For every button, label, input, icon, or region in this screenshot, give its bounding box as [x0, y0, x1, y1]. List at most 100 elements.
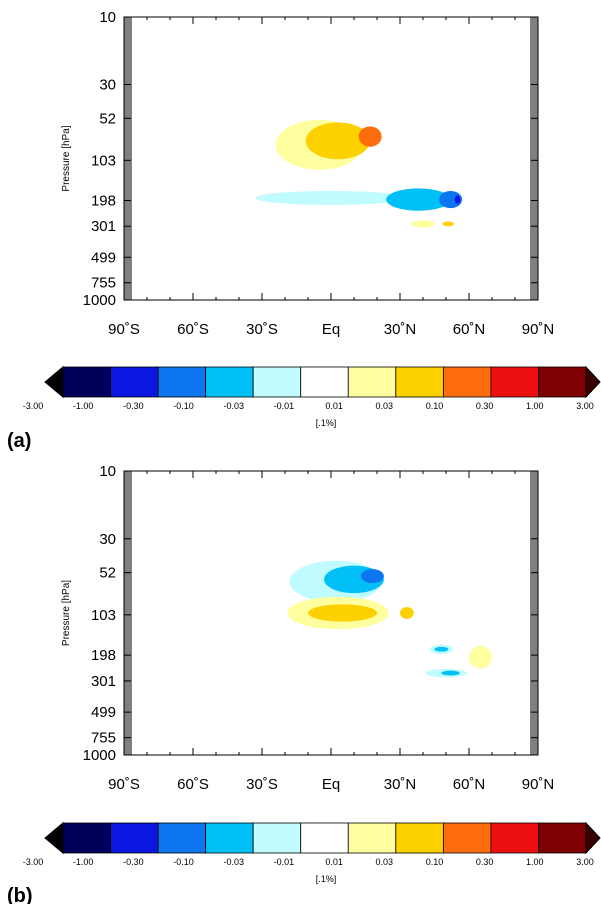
masked-region-north [530, 471, 538, 755]
colorbar-tick-label: 3.00 [576, 401, 594, 411]
x-tick-label: Eq [322, 321, 340, 338]
colorbar-tick-label: 0.30 [476, 401, 494, 411]
y-tick-label: 499 [91, 704, 116, 721]
colorbar-tick-label: -0.03 [223, 857, 244, 867]
y-tick-label: 30 [99, 77, 116, 94]
x-tick-label: 90˚N [522, 776, 555, 793]
colorbar-tick-label: -1.00 [73, 401, 94, 411]
colorbar-swatch-8 [442, 366, 492, 398]
y-tick-label: 103 [91, 152, 116, 169]
colorbar-swatch-3 [205, 822, 254, 854]
y-tick-label: 1000 [83, 292, 116, 309]
colorbar-tick-label: 0.03 [376, 857, 394, 867]
colorbar-swatch-4 [252, 366, 302, 398]
panel-b: 90˚S 60˚S 30˚S Eq 30˚N 60˚N 90˚N 10 30 52 103 198 30… [7, 463, 554, 904]
colorbar-swatch-1 [110, 822, 159, 854]
x-tick-label: 90˚S [108, 776, 140, 793]
colorbar-swatch-4 [252, 822, 302, 854]
colorbar-swatch-3 [205, 366, 254, 398]
y-tick-label: 30 [99, 531, 116, 548]
masked-region-south [124, 17, 132, 300]
x-tick-label: 30˚S [246, 776, 278, 793]
colorbar-tick-label: 0.30 [476, 857, 494, 867]
colorbar-tick-label: -0.10 [173, 857, 194, 867]
colorbar-over-arrow [585, 365, 601, 399]
colorbar-tick-label: -1.00 [73, 857, 94, 867]
colorbar-units-label: [.1%] [316, 874, 337, 884]
contour-feature-2 [358, 126, 382, 147]
colorbar-swatch-7 [395, 822, 444, 854]
colorbar-tick-label: -0.30 [123, 401, 144, 411]
colorbar-swatch-6 [347, 822, 397, 854]
panel-label: (a) [7, 430, 31, 452]
colorbar-tick-label: -3.00 [23, 857, 44, 867]
x-tick-label: 30˚N [384, 321, 417, 338]
colorbar-over-arrow [585, 821, 601, 855]
x-tick-label: Eq [322, 776, 340, 793]
y-tick-label: 52 [99, 110, 116, 127]
x-tick-label: 60˚S [177, 776, 209, 793]
colorbar-swatch-6 [347, 366, 397, 398]
colorbar-tick-label: 0.01 [325, 857, 343, 867]
colorbar-swatch-10 [538, 366, 587, 398]
colorbar-tick-label: -0.01 [274, 401, 295, 411]
y-tick-label: 755 [91, 275, 116, 292]
contour-feature-6 [454, 195, 461, 204]
colorbar-swatch-10 [538, 822, 587, 854]
colorbar-tick-label: -3.00 [23, 401, 44, 411]
contour-feature-7 [411, 220, 435, 228]
y-axis-label: Pressure [hPa] [61, 580, 72, 646]
colorbar-swatch-9 [490, 822, 539, 854]
y-tick-label: 103 [91, 607, 116, 624]
y-tick-label: 10 [99, 463, 116, 480]
y-tick-label: 1000 [83, 747, 116, 764]
x-tick-label: 60˚N [453, 776, 486, 793]
y-axis-label: Pressure [hPa] [61, 125, 72, 191]
x-tick-label: 30˚S [246, 321, 278, 338]
contour-feature-5 [400, 607, 414, 619]
y-tick-label: 10 [99, 9, 116, 26]
colorbar-tick-label: -0.01 [274, 857, 295, 867]
contour-feature-1 [305, 122, 371, 160]
colorbar-tick-label: 0.03 [376, 401, 394, 411]
colorbar-swatch-8 [442, 822, 492, 854]
colorbar-swatch-9 [490, 366, 539, 398]
x-tick-label: 30˚N [384, 776, 417, 793]
colorbar-swatch-5 [300, 366, 349, 398]
contour-feature-4 [386, 188, 451, 211]
colorbar-tick-label: 0.10 [426, 857, 444, 867]
contour-feature-8 [469, 646, 492, 669]
colorbar-tick-label: -0.30 [123, 857, 144, 867]
colorbar-tick-label: 1.00 [526, 401, 544, 411]
y-tick-label: 301 [91, 673, 116, 690]
colorbar-tick-label: 3.00 [576, 857, 594, 867]
colorbar-swatch-5 [300, 822, 349, 854]
colorbar-tick-label: 0.10 [426, 401, 444, 411]
contour-feature-8 [442, 221, 455, 227]
masked-region-south [124, 471, 132, 755]
colorbar-swatch-0 [62, 822, 111, 854]
panel-a: 90˚S 60˚S 30˚S Eq 30˚N 60˚N 90˚N 10 30 52 103 198 30… [7, 9, 554, 452]
contour-feature-3 [255, 190, 407, 205]
colorbar-tick-label: -0.10 [173, 401, 194, 411]
colorbar-tick-label: 1.00 [526, 857, 544, 867]
colorbar-swatch-2 [157, 822, 207, 854]
colorbar-swatch-2 [157, 366, 207, 398]
colorbar-under-arrow [44, 365, 64, 399]
colorbar-swatch-7 [395, 366, 444, 398]
y-tick-label: 499 [91, 249, 116, 266]
x-tick-label: 60˚N [453, 321, 486, 338]
contour-feature-7 [434, 646, 449, 652]
y-tick-label: 52 [99, 565, 116, 582]
y-tick-label: 198 [91, 647, 116, 664]
colorbar-swatch-0 [62, 366, 111, 398]
colorbar-tick-label: 0.01 [325, 401, 343, 411]
colorbar-b: -3.00 -1.00 -0.30 -0.10 -0.03 -0.01 0.01 0.03 0.… [23, 821, 601, 884]
x-tick-label: 90˚S [108, 321, 140, 338]
panel-label: (b) [7, 885, 33, 904]
y-tick-label: 198 [91, 192, 116, 209]
colorbar-swatch-1 [110, 366, 159, 398]
masked-region-north [530, 17, 538, 300]
contour-feature-2 [360, 569, 384, 584]
